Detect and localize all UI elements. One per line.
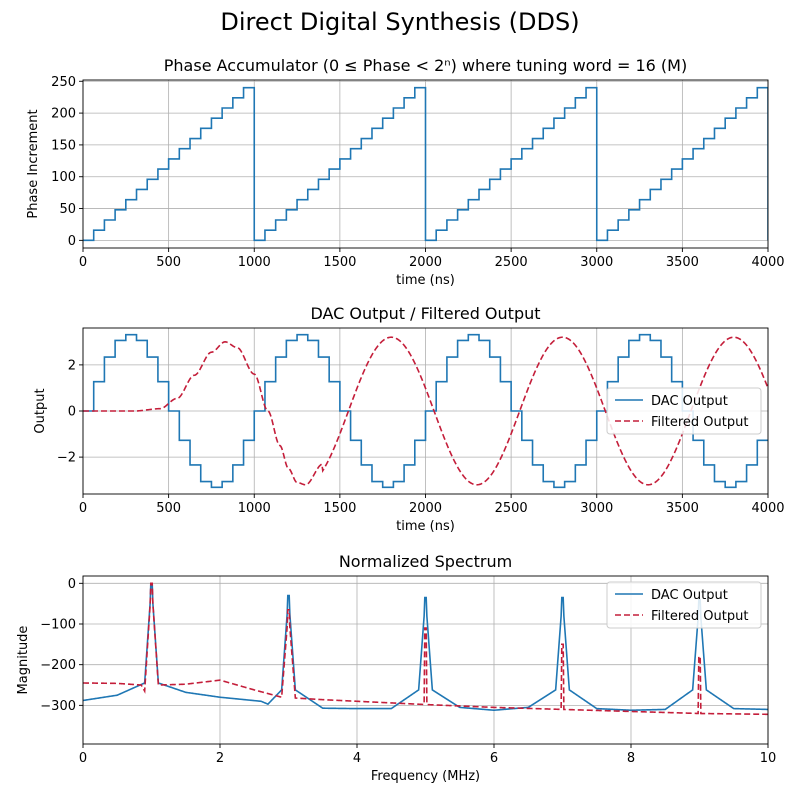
figure-title: Direct Digital Synthesis (DDS) — [220, 8, 580, 36]
series-line-secondary — [83, 336, 768, 486]
x-tick-label: 3500 — [666, 501, 699, 516]
y-tick-label: 150 — [51, 138, 76, 153]
legend-box — [606, 581, 762, 629]
legend-label: DAC Output — [651, 588, 728, 603]
legend-label: Filtered Output — [651, 415, 748, 430]
y-tick-label: 100 — [51, 170, 76, 185]
y-tick-label: 0 — [68, 577, 76, 592]
series-line-secondary — [83, 582, 768, 716]
y-tick-label: −200 — [40, 658, 76, 673]
y-axis-label: Output — [33, 388, 48, 433]
axes-frame — [82, 575, 769, 745]
y-tick-label: −100 — [40, 618, 76, 633]
x-tick-label: 4000 — [751, 501, 784, 516]
legend-box — [606, 387, 762, 435]
series-line-primary — [83, 582, 768, 712]
x-tick-label: 0 — [79, 255, 87, 270]
x-tick-label: 500 — [156, 255, 181, 270]
y-tick-label: 0 — [68, 405, 76, 420]
chart-panel-2: 0 500 1000 1500 2000 2500 3000 3500 4000 −2 0 2 DAC … — [33, 304, 785, 534]
x-tick-label: 1500 — [323, 501, 356, 516]
x-axis-label: time (ns) — [396, 519, 455, 534]
x-tick-label: 0 — [79, 501, 87, 516]
legend: DAC Output Filtered Output — [606, 387, 762, 435]
x-tick-label: 3000 — [580, 501, 613, 516]
x-tick-label: 3000 — [580, 255, 613, 270]
x-tick-label: 2000 — [409, 501, 442, 516]
chart-panel-1: 0 500 1000 1500 2000 2500 3000 3500 4000 0 50 100 15… — [26, 56, 785, 288]
y-tick-label: 250 — [51, 75, 76, 90]
x-tick-label: 6 — [490, 751, 498, 766]
x-tick-label: 1000 — [238, 501, 271, 516]
series-group — [83, 582, 768, 716]
x-tick-label: 4 — [353, 751, 361, 766]
x-tick-label: 0 — [79, 751, 87, 766]
chart-panel-3: 0 2 4 6 8 10 0 −100 −200 −300 Normalized Spectrum F… — [16, 552, 776, 784]
x-axis-label: Frequency (MHz) — [371, 769, 480, 784]
y-tick-label: −2 — [57, 451, 76, 466]
x-tick-label: 500 — [156, 501, 181, 516]
x-tick-label: 1000 — [238, 255, 271, 270]
x-axis-label: time (ns) — [396, 273, 455, 288]
x-tick-label: 2000 — [409, 255, 442, 270]
x-tick-label: 1500 — [323, 255, 356, 270]
x-tick-label: 3500 — [666, 255, 699, 270]
y-tick-label: 200 — [51, 107, 76, 122]
legend-label: Filtered Output — [651, 609, 748, 624]
series-group — [83, 86, 768, 242]
series-line-primary — [83, 333, 768, 489]
x-tick-label: 8 — [627, 751, 635, 766]
chart-title: Normalized Spectrum — [339, 552, 512, 571]
y-tick-label: −300 — [40, 699, 76, 714]
series-line-primary — [83, 86, 768, 242]
chart-title: Phase Accumulator (0 ≤ Phase < 2ⁿ) where… — [164, 56, 687, 75]
x-tick-label: 10 — [760, 751, 777, 766]
legend-label: DAC Output — [651, 394, 728, 409]
y-tick-label: 50 — [59, 202, 76, 217]
chart-title: DAC Output / Filtered Output — [310, 304, 540, 323]
y-axis-label: Phase Increment — [26, 109, 41, 218]
legend: DAC Output Filtered Output — [606, 581, 762, 629]
x-tick-label: 4000 — [751, 255, 784, 270]
y-tick-label: 0 — [68, 234, 76, 249]
x-tick-label: 2500 — [495, 255, 528, 270]
x-tick-label: 2 — [216, 751, 224, 766]
series-group — [83, 333, 768, 489]
y-axis-label: Magnitude — [16, 626, 31, 695]
y-tick-label: 2 — [68, 358, 76, 373]
x-tick-label: 2500 — [495, 501, 528, 516]
